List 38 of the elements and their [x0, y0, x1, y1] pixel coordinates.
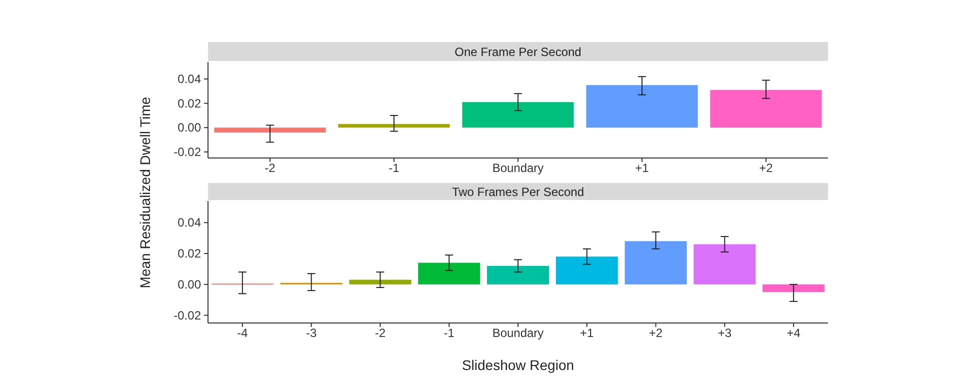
bar — [487, 266, 549, 284]
x-tick-label: Boundary — [492, 161, 544, 175]
bar — [349, 280, 412, 284]
y-tick-label: 0.02 — [178, 96, 202, 110]
bar — [462, 102, 574, 128]
bar — [624, 241, 687, 284]
y-tick-label: -0.02 — [174, 144, 202, 159]
x-tick-label: +1 — [635, 161, 650, 175]
y-tick-label: 0.00 — [178, 277, 202, 292]
bar — [586, 85, 698, 128]
x-tick-label: -4 — [237, 326, 248, 340]
bar — [762, 284, 825, 292]
y-axis-title: Mean Residualized Dwell Time — [137, 96, 153, 288]
chart-title: One Frame Per Second — [454, 45, 582, 59]
x-tick-label: -2 — [264, 161, 276, 175]
bar — [418, 262, 480, 284]
bar — [694, 244, 756, 284]
x-tick-label: -2 — [374, 326, 386, 340]
x-tick-label: +4 — [786, 326, 801, 340]
bar — [710, 90, 822, 128]
chart-title: Two Frames Per Second — [452, 185, 584, 199]
x-tick-label: -1 — [444, 326, 455, 340]
x-tick-label: +3 — [718, 326, 732, 340]
y-tick-label: 0.04 — [178, 72, 202, 86]
bar — [214, 128, 326, 132]
x-tick-label: +2 — [648, 326, 663, 340]
bar — [556, 256, 618, 284]
x-tick-label: +1 — [580, 326, 594, 340]
y-tick-label: -0.02 — [174, 308, 202, 322]
x-axis-title: Slideshow Region — [462, 357, 574, 373]
x-tick-label: -1 — [388, 161, 400, 175]
y-tick-label: 0.00 — [178, 120, 202, 135]
x-tick-label: -3 — [306, 326, 317, 340]
y-tick-label: 0.04 — [178, 216, 202, 230]
x-tick-label: +2 — [759, 161, 774, 175]
x-tick-label: Boundary — [492, 326, 544, 340]
bar — [338, 124, 450, 128]
y-tick-label: 0.02 — [178, 246, 202, 261]
